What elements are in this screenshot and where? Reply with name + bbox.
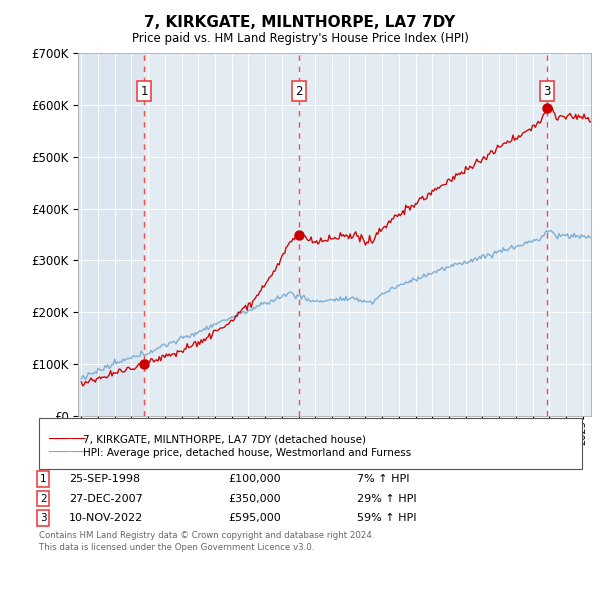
Text: Price paid vs. HM Land Registry's House Price Index (HPI): Price paid vs. HM Land Registry's House … [131,32,469,45]
Text: Contains HM Land Registry data © Crown copyright and database right 2024.: Contains HM Land Registry data © Crown c… [39,531,374,540]
Text: 29% ↑ HPI: 29% ↑ HPI [357,494,416,503]
Text: 59% ↑ HPI: 59% ↑ HPI [357,513,416,523]
Bar [547,53,600,416]
Text: £595,000: £595,000 [228,513,281,523]
Text: ─────: ───── [48,432,86,446]
Text: 27-DEC-2007: 27-DEC-2007 [69,494,143,503]
Text: 2: 2 [295,85,302,98]
Text: 1: 1 [40,474,47,484]
Text: £350,000: £350,000 [228,494,281,503]
Text: ─────: ───── [48,446,86,460]
Text: This data is licensed under the Open Government Licence v3.0.: This data is licensed under the Open Gov… [39,543,314,552]
Text: 1: 1 [140,85,148,98]
Text: 7, KIRKGATE, MILNTHORPE, LA7 7DY (detached house): 7, KIRKGATE, MILNTHORPE, LA7 7DY (detach… [83,434,366,444]
Bar [144,53,299,416]
Text: 10-NOV-2022: 10-NOV-2022 [69,513,143,523]
Text: 25-SEP-1998: 25-SEP-1998 [69,474,140,484]
Text: HPI: Average price, detached house, Westmorland and Furness: HPI: Average price, detached house, West… [83,448,411,458]
Text: £100,000: £100,000 [228,474,281,484]
Bar [299,53,547,416]
Text: 7, KIRKGATE, MILNTHORPE, LA7 7DY: 7, KIRKGATE, MILNTHORPE, LA7 7DY [145,15,455,30]
Text: 3: 3 [40,513,47,523]
Text: 2: 2 [40,494,47,503]
Text: 3: 3 [544,85,551,98]
Text: 7% ↑ HPI: 7% ↑ HPI [357,474,409,484]
